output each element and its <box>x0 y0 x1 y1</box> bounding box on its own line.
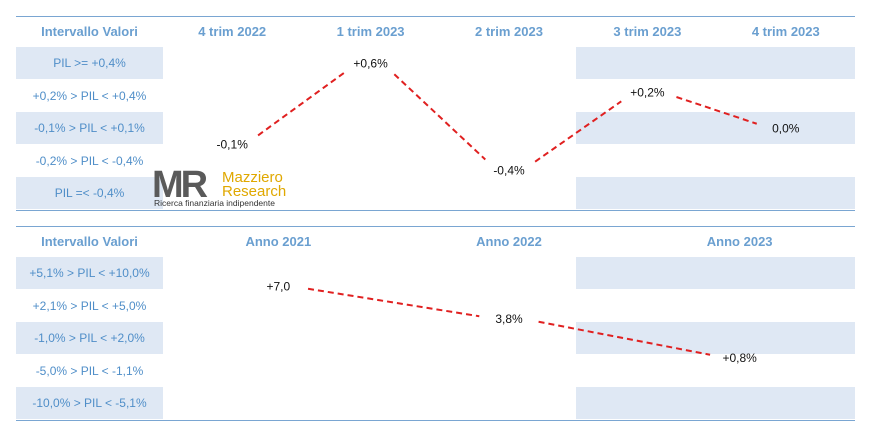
row-label: -5,0% > PIL < -1,1% <box>35 363 144 378</box>
logo-name-1: Mazziero <box>222 169 283 186</box>
bottom-rule <box>16 419 855 421</box>
series-segment <box>534 100 622 163</box>
data-label: +0,6% <box>353 56 388 70</box>
column-header: 3 trim 2023 <box>613 24 682 39</box>
series-segment <box>257 71 346 137</box>
series-segment <box>307 287 480 318</box>
row-band-label <box>16 177 163 209</box>
header-rule <box>16 226 855 227</box>
row-label: -1,0% > PIL < +2,0% <box>34 331 145 346</box>
row-label: PIL >= +0,4% <box>53 56 126 71</box>
row-band-label <box>16 257 163 289</box>
row-label: +0,2% > PIL < +0,4% <box>32 88 147 103</box>
row-band-right <box>576 257 855 289</box>
column-header: 1 trim 2023 <box>336 24 405 39</box>
data-label: +7,0 <box>266 279 290 293</box>
data-label: 3,8% <box>495 312 523 326</box>
data-label: -0,4% <box>493 164 525 178</box>
row-band-label <box>16 387 163 419</box>
row-band-right <box>576 387 855 419</box>
annual-gdp-chart: Intervallo Valori Anno 2021 Anno 2022 Anno … <box>16 226 855 421</box>
column-header: Anno 2021 <box>245 234 312 249</box>
column-header: 4 trim 2023 <box>751 24 820 39</box>
row-band-label <box>16 112 163 144</box>
row-label: +5,1% > PIL < +10,0% <box>29 266 150 281</box>
logo-mark: MR <box>152 164 208 206</box>
bottom-rule <box>16 209 855 211</box>
line-overlay: -0,1% +0,6% -0,4% +0,2% 0,0% <box>217 56 800 178</box>
column-header-range: Intervallo Valori <box>41 234 138 249</box>
column-header-range: Intervallo Valori <box>41 24 138 39</box>
series-segment <box>538 320 711 356</box>
data-label: -0,1% <box>217 138 249 152</box>
mazziero-research-logo: MR Mazziero Research Ricerca finanziaria… <box>152 162 302 208</box>
row-label: +2,1% > PIL < +5,0% <box>32 298 147 313</box>
series-segment <box>676 96 758 125</box>
data-label: +0,2% <box>630 86 665 100</box>
logo-name-2: Research <box>222 183 286 200</box>
row-label: -0,1% > PIL < +0,1% <box>34 121 145 136</box>
line-overlay: +7,0 3,8% +0,8% <box>266 279 757 365</box>
column-header: 4 trim 2022 <box>198 24 267 39</box>
column-header: 2 trim 2023 <box>475 24 543 39</box>
column-header: Anno 2023 <box>706 234 773 249</box>
quarterly-gdp-chart: Intervallo Valori 4 trim 2022 1 trim 2023 2… <box>16 16 855 211</box>
row-band-right <box>576 112 855 144</box>
data-label: 0,0% <box>772 121 800 135</box>
row-band-right <box>576 47 855 79</box>
logo-tagline: Ricerca finanziaria indipendente <box>154 198 275 208</box>
series-segment <box>393 73 486 161</box>
row-label: -0,2% > PIL < -0,4% <box>35 153 144 168</box>
row-band-label <box>16 47 163 79</box>
column-header: Anno 2022 <box>476 234 542 249</box>
row-label: -10,0% > PIL < -5,1% <box>32 396 147 411</box>
row-band-right <box>576 177 855 209</box>
row-label: PIL =< -0,4% <box>54 186 125 201</box>
row-band-label <box>16 322 163 354</box>
header-rule <box>16 16 855 17</box>
data-label: +0,8% <box>722 351 757 365</box>
